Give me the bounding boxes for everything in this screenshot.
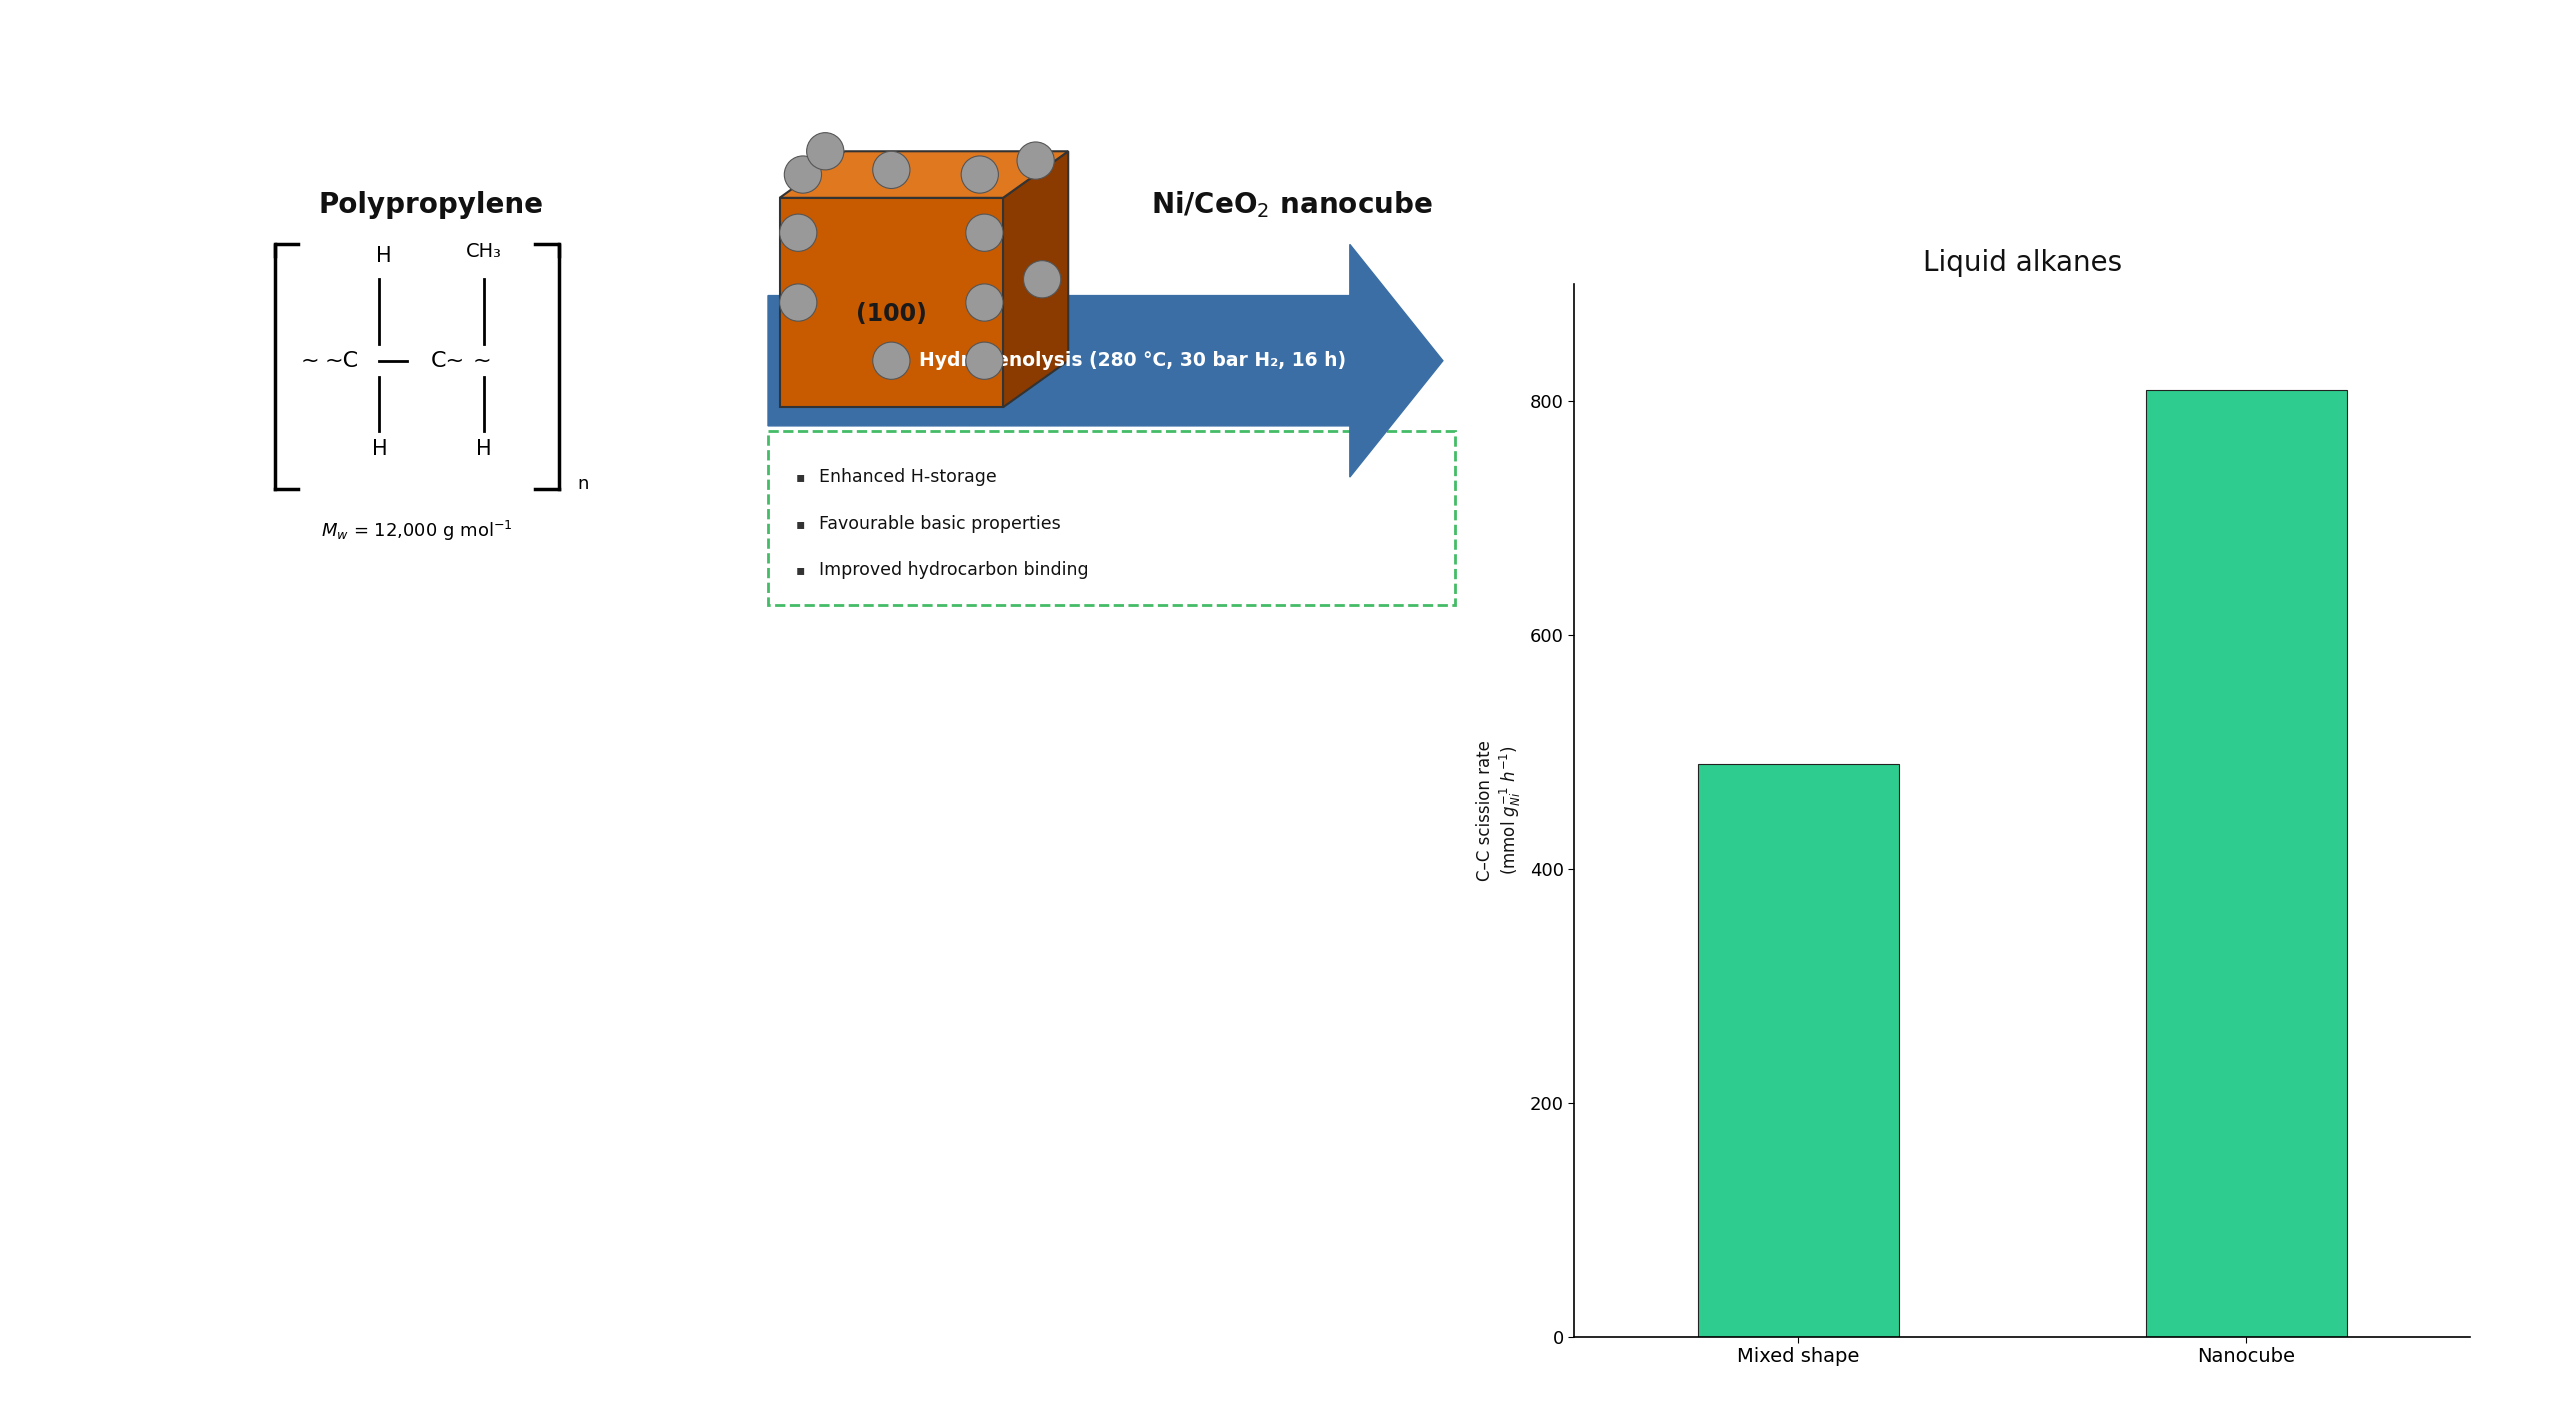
Circle shape — [965, 215, 1004, 252]
Text: CH₃: CH₃ — [466, 242, 502, 260]
Text: H: H — [376, 246, 392, 266]
Bar — [2145, 390, 2348, 1337]
Circle shape — [781, 215, 817, 252]
Text: n: n — [576, 475, 589, 493]
Circle shape — [1024, 260, 1060, 297]
Bar — [1697, 764, 1900, 1337]
Text: Favourable basic properties: Favourable basic properties — [819, 515, 1060, 533]
Circle shape — [960, 156, 998, 193]
Text: ~C: ~C — [325, 351, 358, 371]
Circle shape — [783, 156, 822, 193]
Text: ▪: ▪ — [796, 516, 806, 530]
Text: Polypropylene: Polypropylene — [317, 191, 543, 219]
Polygon shape — [768, 245, 1444, 478]
Text: (100): (100) — [855, 303, 927, 326]
Text: H: H — [371, 439, 387, 459]
Text: $M_w$ = 12,000 g mol$^{-1}$: $M_w$ = 12,000 g mol$^{-1}$ — [320, 519, 512, 543]
Text: ~: ~ — [300, 351, 320, 371]
Title: Liquid alkanes: Liquid alkanes — [1923, 249, 2122, 276]
Text: H: H — [476, 439, 492, 459]
Text: Ni/CeO$_2$ nanocube: Ni/CeO$_2$ nanocube — [1152, 189, 1434, 220]
Circle shape — [781, 284, 817, 321]
Polygon shape — [768, 431, 1454, 606]
Circle shape — [806, 132, 845, 169]
Circle shape — [873, 151, 909, 189]
Text: C~: C~ — [430, 351, 466, 371]
Text: ▪: ▪ — [796, 563, 806, 577]
Text: ▪: ▪ — [796, 471, 806, 483]
Circle shape — [965, 343, 1004, 380]
Polygon shape — [781, 151, 1068, 198]
Circle shape — [965, 284, 1004, 321]
Polygon shape — [1004, 151, 1068, 407]
Text: ~: ~ — [474, 351, 492, 371]
Text: Hydrogenolysis (280 °C, 30 bar H₂, 16 h): Hydrogenolysis (280 °C, 30 bar H₂, 16 h) — [919, 351, 1347, 370]
Text: Enhanced H-storage: Enhanced H-storage — [819, 468, 996, 486]
Y-axis label: C–C scission rate
(mmol $g_{Ni}^{-1}$ $h^{-1}$): C–C scission rate (mmol $g_{Ni}^{-1}$ $h… — [1477, 739, 1523, 882]
Circle shape — [1016, 142, 1055, 179]
Text: Improved hydrocarbon binding: Improved hydrocarbon binding — [819, 562, 1088, 579]
Polygon shape — [781, 198, 1004, 407]
Circle shape — [873, 343, 909, 380]
